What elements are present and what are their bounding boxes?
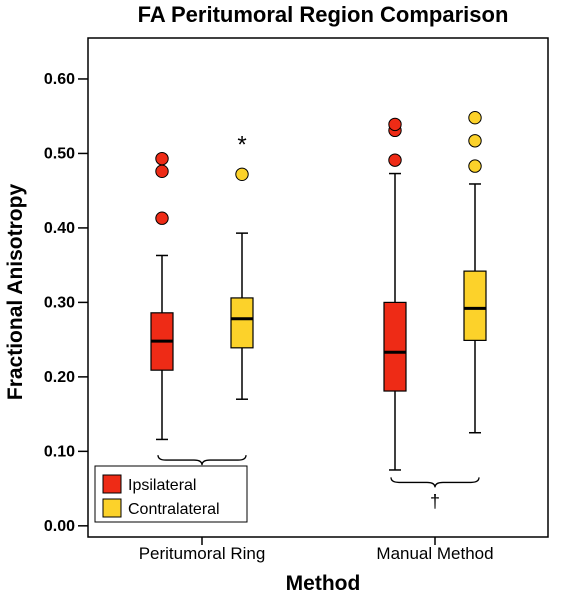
y-tick-label: 0.40 [44, 220, 75, 237]
box-ipsilateral-0 [150, 151, 174, 441]
significance-bracket [157, 455, 247, 466]
box-ipsilateral-1 [383, 117, 407, 471]
boxes-layer: * [150, 110, 487, 471]
outlier-point [388, 153, 402, 167]
legend-swatch [102, 474, 122, 494]
legend-swatch [102, 498, 122, 518]
chart-title: FA Peritumoral Region Comparison [138, 2, 509, 27]
significance-bracket [390, 477, 480, 488]
y-tick-label: 0.00 [44, 518, 75, 535]
y-tick-label: 0.30 [44, 294, 75, 311]
outlier-point [155, 211, 169, 225]
x-tick-label: Manual Method [376, 544, 493, 563]
outlier-point [468, 134, 482, 148]
outlier-point [155, 164, 169, 179]
outlier-point [155, 151, 169, 166]
y-tick-label: 0.10 [44, 443, 75, 460]
legend-label: Ipsilateral [128, 477, 196, 494]
x-tick-label: Peritumoral Ring [139, 544, 266, 563]
iqr-box [463, 270, 487, 341]
y-tick-label: 0.60 [44, 71, 75, 88]
plot-frame [87, 37, 549, 538]
box-contralateral-0: * [230, 131, 254, 400]
significance-marker: † [430, 491, 440, 511]
box-contralateral-1 [463, 110, 487, 434]
outlier-point [468, 159, 482, 173]
legend: Ipsilateral Contralateral [94, 465, 248, 523]
outlier-point [235, 167, 249, 181]
iqr-box [230, 297, 254, 349]
x-axis-title: Method [286, 572, 361, 595]
iqr-box [383, 301, 407, 392]
outlier-point [388, 117, 402, 132]
legend-label: Contralateral [128, 501, 220, 518]
outlier-point [468, 110, 482, 125]
y-tick-label: 0.20 [44, 369, 75, 386]
extreme-point: * [237, 131, 246, 158]
y-axis-title: Fractional Anisotropy [4, 184, 27, 401]
axes-layer: 0.00 0.10 0.20 0.30 0.40 0.50 0.60 Peritumoral … [44, 71, 494, 563]
y-tick-label: 0.50 [44, 145, 75, 162]
